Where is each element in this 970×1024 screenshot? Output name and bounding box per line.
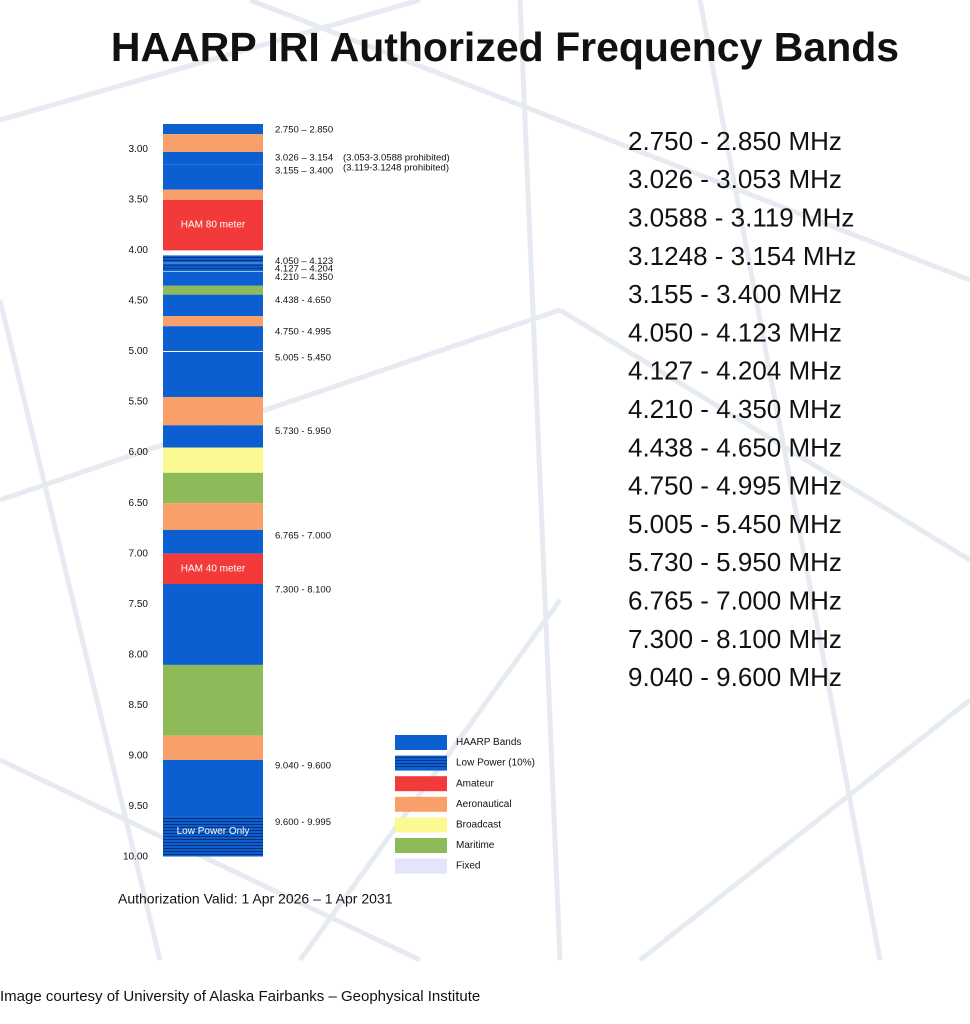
y-tick-label: 8.00 (129, 649, 149, 660)
band-inner-label: HAM 40 meter (181, 563, 246, 574)
y-tick-label: 3.50 (129, 194, 149, 205)
legend-label: Amateur (456, 778, 494, 789)
band (163, 294, 263, 317)
legend-label: Low Power (10%) (456, 758, 535, 769)
y-tick-label: 7.00 (129, 548, 149, 559)
legend-label: Aeronautical (456, 799, 512, 810)
authorization: Authorization Valid: 1 Apr 2026 – 1 Apr … (118, 891, 393, 907)
frequency-item: 4.438 - 4.650 MHz (628, 432, 842, 462)
band-label: 4.127 – 4.204 (275, 264, 333, 275)
band (163, 759, 263, 817)
band (163, 351, 263, 397)
band (163, 199, 263, 251)
band-label: 2.750 – 2.850 (275, 125, 333, 136)
legend-swatch (395, 776, 447, 792)
legend-swatch (395, 838, 447, 853)
frequency-item: 3.1248 - 3.154 MHz (628, 241, 856, 271)
y-tick-label: 6.00 (129, 447, 149, 458)
frequency-item: 3.0588 - 3.119 MHz (628, 202, 854, 232)
band (163, 124, 263, 135)
band (163, 326, 263, 351)
legend-swatch (395, 858, 447, 874)
band (163, 425, 263, 448)
band (163, 396, 263, 426)
chart-title: HAARP IRI Authorized Frequency Bands (111, 24, 899, 70)
y-tick-label: 8.50 (129, 700, 149, 711)
band (163, 263, 263, 272)
band (163, 553, 263, 585)
band-label: 4.438 - 4.650 (275, 295, 331, 306)
frequency-item: 4.127 - 4.204 MHz (628, 356, 842, 386)
legend-swatch (395, 817, 447, 833)
band-label: 7.300 - 8.100 (275, 585, 331, 596)
plot: 3.00 3.50 4.00 4.50 5.00 5.50 6.00 6.50 7.00 7.50… (123, 124, 856, 874)
band (163, 164, 263, 190)
band-label: 4.050 – 4.123 (275, 256, 333, 267)
band-label: 4.210 – 4.350 (275, 272, 333, 283)
y-tick-label: 4.50 (129, 296, 149, 307)
frequency-item: 7.300 - 8.100 MHz (628, 624, 842, 654)
band (163, 151, 263, 165)
band-inner-label: Low Power Only (177, 826, 250, 837)
frequency-item: 9.040 - 9.600 MHz (628, 662, 842, 692)
frequency-item: 3.026 - 3.053 MHz (628, 164, 842, 194)
y-tick-label: 6.50 (129, 498, 149, 509)
band (163, 503, 263, 530)
y-tick-label: 7.50 (129, 599, 149, 610)
y-tick-label: 5.50 (129, 397, 149, 408)
band (163, 255, 263, 263)
frequency-item: 5.005 - 5.450 MHz (628, 509, 842, 539)
band (163, 316, 263, 327)
background-network (0, 0, 970, 963)
band (163, 529, 263, 554)
legend-label: Maritime (456, 840, 495, 851)
legend-swatch (395, 796, 447, 812)
y-tick-label: 4.00 (129, 245, 149, 256)
band-label: 9.040 - 9.600 (275, 760, 331, 771)
y-tick-label: 3.00 (129, 144, 149, 155)
band (163, 271, 263, 286)
frequency-item: 4.750 - 4.995 MHz (628, 471, 842, 501)
band (163, 189, 263, 200)
band-note: (3.053-3.0588 prohibited) (343, 152, 450, 163)
band-note: (3.119-3.1248 prohibited) (343, 162, 449, 173)
band (163, 472, 263, 504)
credit: Image courtesy of University of Alaska F… (0, 988, 480, 1005)
frequency-item: 3.155 - 3.400 MHz (628, 279, 842, 309)
y-tick-label: 9.00 (129, 751, 149, 762)
band-inner-label: HAM 80 meter (181, 220, 246, 231)
band (163, 447, 263, 473)
frequency-item: 6.765 - 7.000 MHz (628, 585, 842, 615)
band (163, 664, 263, 736)
legend-label: Broadcast (456, 820, 501, 831)
frequency-item: 4.210 - 4.350 MHz (628, 394, 842, 424)
legend-label: HAARP Bands (456, 737, 521, 748)
legend-label: Fixed (456, 861, 480, 872)
band (163, 285, 263, 295)
y-tick-label: 10.00 (123, 852, 148, 863)
frequency-item: 5.730 - 5.950 MHz (628, 547, 842, 577)
band-label: 3.155 – 3.400 (275, 165, 333, 176)
frequency-item: 2.750 - 2.850 MHz (628, 126, 842, 156)
band-label: 5.730 - 5.950 (275, 426, 331, 437)
legend-swatch (395, 735, 447, 750)
band (163, 584, 263, 665)
band-label: 4.750 - 4.995 (275, 327, 331, 338)
band-label: 3.026 – 3.154 (275, 152, 333, 163)
band (163, 735, 263, 760)
y-tick-label: 9.50 (129, 801, 149, 812)
band (163, 134, 263, 152)
y-tick-label: 5.00 (129, 346, 149, 357)
frequency-item: 4.050 - 4.123 MHz (628, 317, 842, 347)
band-label: 6.765 - 7.000 (275, 530, 331, 541)
band-label: 5.005 - 5.450 (275, 353, 331, 364)
band-label: 9.600 - 9.995 (275, 817, 331, 828)
